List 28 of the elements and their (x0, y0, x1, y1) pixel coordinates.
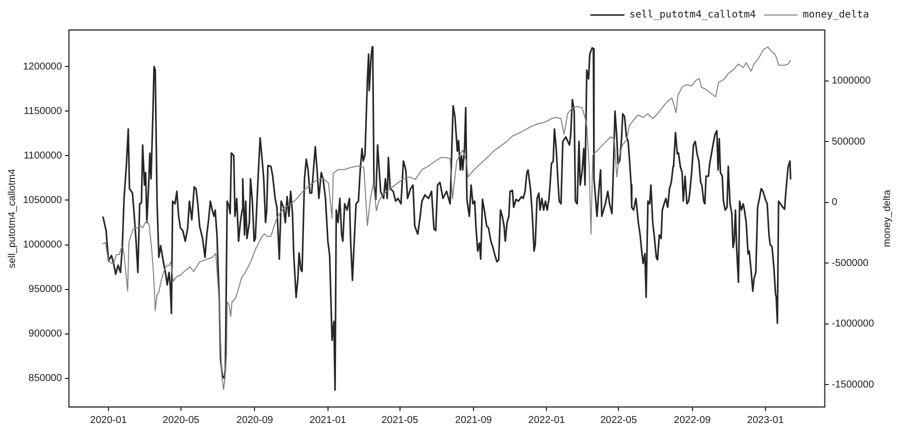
x-tick-label: 2023-01 (747, 414, 784, 426)
y2-tick-label: 0 (832, 197, 838, 208)
y-tick-label: 1050000 (22, 194, 62, 206)
x-tick-label: 2020-09 (236, 414, 274, 426)
y2-tick-label: -1500000 (832, 379, 874, 390)
x-tick-label: 2021-05 (381, 414, 419, 426)
y-tick-label: 950000 (28, 284, 62, 296)
y-tick-label: 1100000 (24, 150, 62, 162)
x-tick-label: 2022-05 (600, 414, 638, 426)
legend-label: sell_putotm4_callotm4 (629, 10, 756, 21)
x-tick-label: 2022-01 (528, 414, 566, 426)
x-tick-label: 2021-01 (310, 414, 347, 426)
legend-label: money_delta (802, 10, 870, 21)
y-tick-label: 1000000 (22, 240, 62, 251)
y2-tick-label: -500000 (832, 258, 869, 269)
x-tick-label: 2020-05 (162, 414, 200, 426)
y2-axis-title: money_delta (882, 189, 893, 248)
y2-tick-label: -1000000 (832, 318, 874, 330)
y-axis-title: sell_putotm4_callotm4 (6, 168, 18, 268)
x-tick-label: 2020-01 (90, 414, 128, 426)
y2-tick-label: 1000000 (832, 76, 872, 87)
y-tick-label: 1200000 (22, 61, 62, 72)
y2-tick-label: 500000 (832, 136, 866, 148)
y-tick-label: 1150000 (24, 106, 62, 117)
x-tick-label: 2022-09 (674, 414, 712, 426)
y-tick-label: 900000 (28, 328, 62, 340)
x-tick-label: 2021-09 (455, 414, 492, 426)
y-tick-label: 850000 (28, 373, 62, 384)
